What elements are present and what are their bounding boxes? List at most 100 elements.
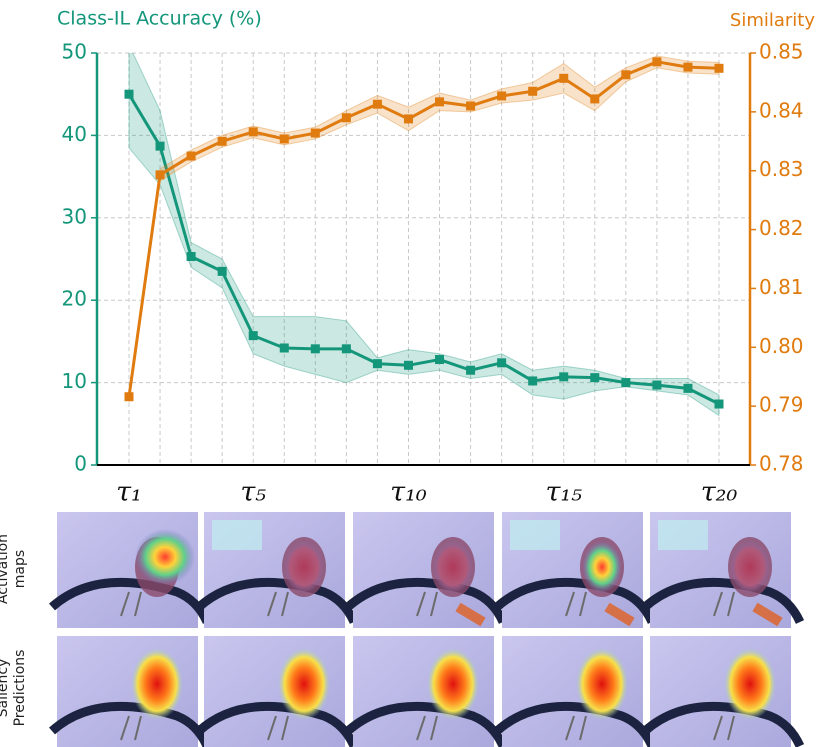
point <box>372 99 382 109</box>
saliency <box>576 648 628 720</box>
activation <box>433 541 473 593</box>
point <box>683 62 693 72</box>
x-tick-label: τ₁ <box>116 477 142 506</box>
point <box>217 136 227 146</box>
series-line <box>127 60 720 397</box>
y2-tick-label: 0.83 <box>759 157 804 181</box>
image-tile <box>497 636 652 747</box>
point <box>652 380 662 390</box>
point <box>186 252 196 262</box>
point <box>372 359 382 369</box>
point <box>621 70 631 80</box>
plot-area <box>127 53 720 417</box>
image-tile <box>645 636 800 747</box>
y2-axis-title: Similarity <box>730 10 815 31</box>
activation <box>135 529 195 585</box>
point <box>466 365 476 375</box>
image-tile <box>348 512 503 628</box>
image-tile <box>199 636 354 747</box>
activation <box>752 602 783 627</box>
activation <box>510 520 560 550</box>
point <box>621 378 631 388</box>
y2-tick-label: 0.79 <box>759 393 804 417</box>
point <box>497 358 507 368</box>
image-tile <box>645 512 800 628</box>
point <box>590 373 600 383</box>
y-tick-label: 10 <box>62 369 87 393</box>
point <box>248 331 258 341</box>
x-tick-label: τ₅ <box>240 477 266 506</box>
saliency <box>724 648 776 720</box>
activation <box>212 520 262 550</box>
point <box>528 376 538 386</box>
image-tile <box>497 512 652 628</box>
point <box>403 114 413 124</box>
image-tile <box>52 636 207 747</box>
y2-tick-label: 0.84 <box>759 98 804 122</box>
image-base <box>348 512 503 628</box>
activation <box>455 602 486 627</box>
point <box>403 360 413 370</box>
y-tick-label: 0 <box>74 452 87 476</box>
error-band <box>128 55 720 403</box>
y2-tick-label: 0.80 <box>759 334 804 358</box>
point <box>714 399 724 409</box>
row-label: Activation maps <box>0 533 28 605</box>
point <box>590 94 600 104</box>
image-tile <box>52 512 207 628</box>
image-base <box>497 636 652 747</box>
point <box>497 91 507 101</box>
y2-tick-label: 0.81 <box>759 275 804 299</box>
x-tick-label: τ₁₀ <box>390 477 427 506</box>
activation <box>658 520 708 550</box>
point <box>714 63 724 73</box>
image-tile <box>199 512 354 628</box>
activation <box>604 602 635 627</box>
y2-tick-label: 0.85 <box>759 40 804 64</box>
point <box>310 128 320 138</box>
x-tick-label: τ₁₅ <box>545 477 582 506</box>
point <box>310 344 320 354</box>
image-base <box>348 636 503 747</box>
saliency <box>278 648 330 720</box>
image-base <box>645 636 800 747</box>
point <box>435 355 445 365</box>
point <box>559 372 569 382</box>
y-tick-label: 20 <box>62 287 87 311</box>
y2-tick-label: 0.82 <box>759 216 804 240</box>
point <box>279 134 289 144</box>
y-tick-label: 30 <box>62 204 87 228</box>
point <box>124 89 134 99</box>
image-base <box>199 636 354 747</box>
point <box>155 141 165 151</box>
point <box>248 127 258 137</box>
y2-tick-label: 0.78 <box>759 452 804 476</box>
point <box>186 151 196 161</box>
point <box>559 73 569 83</box>
point <box>124 392 134 402</box>
activation <box>730 541 770 593</box>
point <box>341 344 351 354</box>
error-band <box>128 53 720 417</box>
y-tick-label: 40 <box>62 122 87 146</box>
point <box>155 170 165 180</box>
point <box>528 86 538 96</box>
point <box>683 383 693 393</box>
x-tick-label: τ₂₀ <box>701 477 738 506</box>
saliency <box>427 648 479 720</box>
saliency <box>131 648 183 720</box>
series-line <box>127 93 720 406</box>
image-tile <box>348 636 503 747</box>
y-tick-label: 50 <box>62 40 87 64</box>
activation <box>284 541 324 593</box>
point <box>279 343 289 353</box>
point <box>341 113 351 123</box>
point <box>217 266 227 276</box>
chart: Class-IL Accuracy (%) Similarity 0 10 20 30… <box>57 8 815 506</box>
image-base <box>52 636 207 747</box>
image-grid <box>0 505 819 747</box>
row-label: Saliency Predictions <box>0 649 28 727</box>
point <box>435 97 445 107</box>
point <box>652 57 662 67</box>
